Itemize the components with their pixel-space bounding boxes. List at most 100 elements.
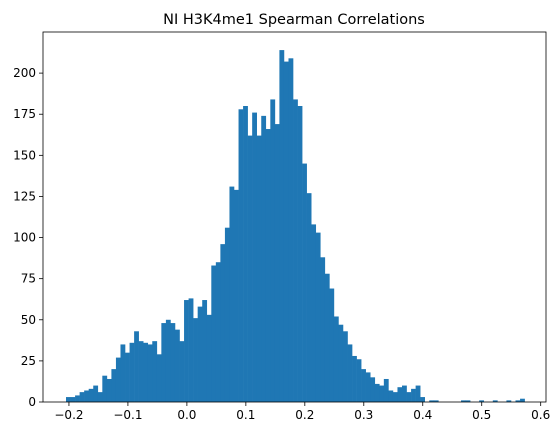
- histogram-bar: [352, 355, 357, 402]
- histogram-bar: [288, 58, 294, 403]
- histogram-bar: [138, 341, 144, 402]
- histogram-bar: [84, 390, 89, 402]
- histogram-bar: [265, 129, 271, 402]
- histogram-bar: [75, 395, 80, 402]
- histogram-bar: [402, 385, 407, 402]
- histogram-bar: [365, 372, 371, 402]
- histogram-bar: [93, 385, 99, 402]
- histogram-bar: [79, 392, 85, 402]
- histogram-bar: [115, 357, 121, 402]
- histogram-bar: [433, 400, 439, 402]
- histogram-bar: [397, 387, 403, 402]
- histogram-bar: [206, 314, 212, 402]
- histogram-bar: [297, 106, 303, 402]
- histogram-bar: [97, 392, 103, 402]
- histogram-bar: [66, 397, 71, 402]
- plot-frame: [42, 31, 547, 403]
- histogram-bar: [161, 323, 167, 402]
- histogram-bar: [179, 341, 185, 402]
- histogram-bar: [383, 378, 389, 402]
- y-tick-label: 200: [13, 66, 36, 80]
- histogram-bar: [234, 189, 239, 402]
- histogram-bar: [102, 375, 108, 402]
- histogram-bar: [174, 329, 180, 402]
- histogram-bar: [515, 400, 521, 402]
- histogram-bar: [333, 316, 339, 402]
- histogram-bar: [261, 115, 267, 403]
- histogram-bar: [229, 186, 235, 402]
- histogram-bar: [224, 227, 230, 402]
- histogram-bar: [406, 392, 412, 402]
- x-tick-label: −0.2: [54, 408, 83, 422]
- histogram-bar: [120, 344, 126, 402]
- histogram-bar: [465, 400, 471, 402]
- histogram-bar: [302, 163, 307, 402]
- histogram-bar: [134, 331, 139, 402]
- histogram-bar: [342, 331, 348, 402]
- axes-group: −0.2 −0.1 0.0 0.1 0.2 0.3 0.4 0.5 0.6 0 25 50 75 100 1…: [13, 31, 550, 422]
- histogram-bar: [156, 354, 162, 402]
- histogram-bar: [274, 124, 280, 402]
- histogram-bar: [143, 342, 149, 402]
- histogram-bar: [88, 388, 94, 402]
- x-tick-label: −0.1: [113, 408, 142, 422]
- histogram-bar: [125, 352, 130, 402]
- histogram-bar: [392, 392, 398, 402]
- histogram-bar: [361, 369, 366, 402]
- y-tick-label: 25: [21, 354, 36, 368]
- y-tick-label: 100: [13, 231, 36, 245]
- histogram-bar: [379, 385, 385, 402]
- x-tick-label: 0.0: [177, 408, 196, 422]
- histogram-bar: [461, 400, 466, 402]
- histogram-bar: [411, 388, 416, 402]
- histogram-bar: [111, 369, 117, 402]
- histogram-bar: [243, 106, 248, 402]
- histogram-bar: [506, 400, 512, 402]
- histogram-bar: [270, 99, 276, 403]
- histogram-bar: [492, 400, 498, 402]
- bars-group: [66, 50, 525, 403]
- histogram-bar: [338, 324, 344, 402]
- histogram-bar: [202, 300, 208, 402]
- y-tick-label: 50: [21, 313, 36, 327]
- histogram-bar: [279, 50, 285, 403]
- histogram-bar: [329, 288, 335, 402]
- histogram-bar: [220, 244, 226, 402]
- histogram-bar: [429, 400, 435, 402]
- x-tick-label: 0.4: [413, 408, 432, 422]
- x-tick-label: 0.6: [531, 408, 550, 422]
- x-tick-label: 0.2: [295, 408, 314, 422]
- histogram-bar: [256, 135, 262, 402]
- histogram-bar: [188, 298, 194, 402]
- y-tick-label: 125: [13, 189, 36, 203]
- histogram-bar: [70, 397, 76, 402]
- histogram-bar: [306, 193, 312, 402]
- histogram-bar: [420, 397, 425, 402]
- histogram-bar: [347, 344, 353, 402]
- histogram-bar: [283, 61, 289, 402]
- histogram-bar: [238, 109, 244, 402]
- histogram-bar: [215, 262, 221, 402]
- histogram-bar: [152, 341, 158, 402]
- histogram-bar: [211, 265, 217, 402]
- histogram-bar: [147, 344, 153, 402]
- histogram-bar: [170, 323, 176, 402]
- y-tick-label: 75: [21, 272, 36, 286]
- histogram-bar: [324, 273, 330, 402]
- histogram-bar: [315, 232, 321, 402]
- histogram-bar: [388, 390, 394, 402]
- x-tick-label: 0.1: [236, 408, 255, 422]
- histogram-bar: [356, 359, 362, 402]
- histogram-bar: [247, 135, 253, 402]
- histogram-bar: [479, 400, 485, 402]
- histogram-bar: [193, 318, 198, 402]
- histogram-bar: [415, 385, 421, 402]
- histogram-bar: [370, 377, 376, 402]
- y-tick-label: 0: [28, 395, 36, 409]
- histogram-bar: [197, 306, 203, 402]
- histogram-bar: [311, 224, 317, 402]
- histogram-bar: [374, 383, 380, 402]
- x-tick-label: 0.3: [354, 408, 373, 422]
